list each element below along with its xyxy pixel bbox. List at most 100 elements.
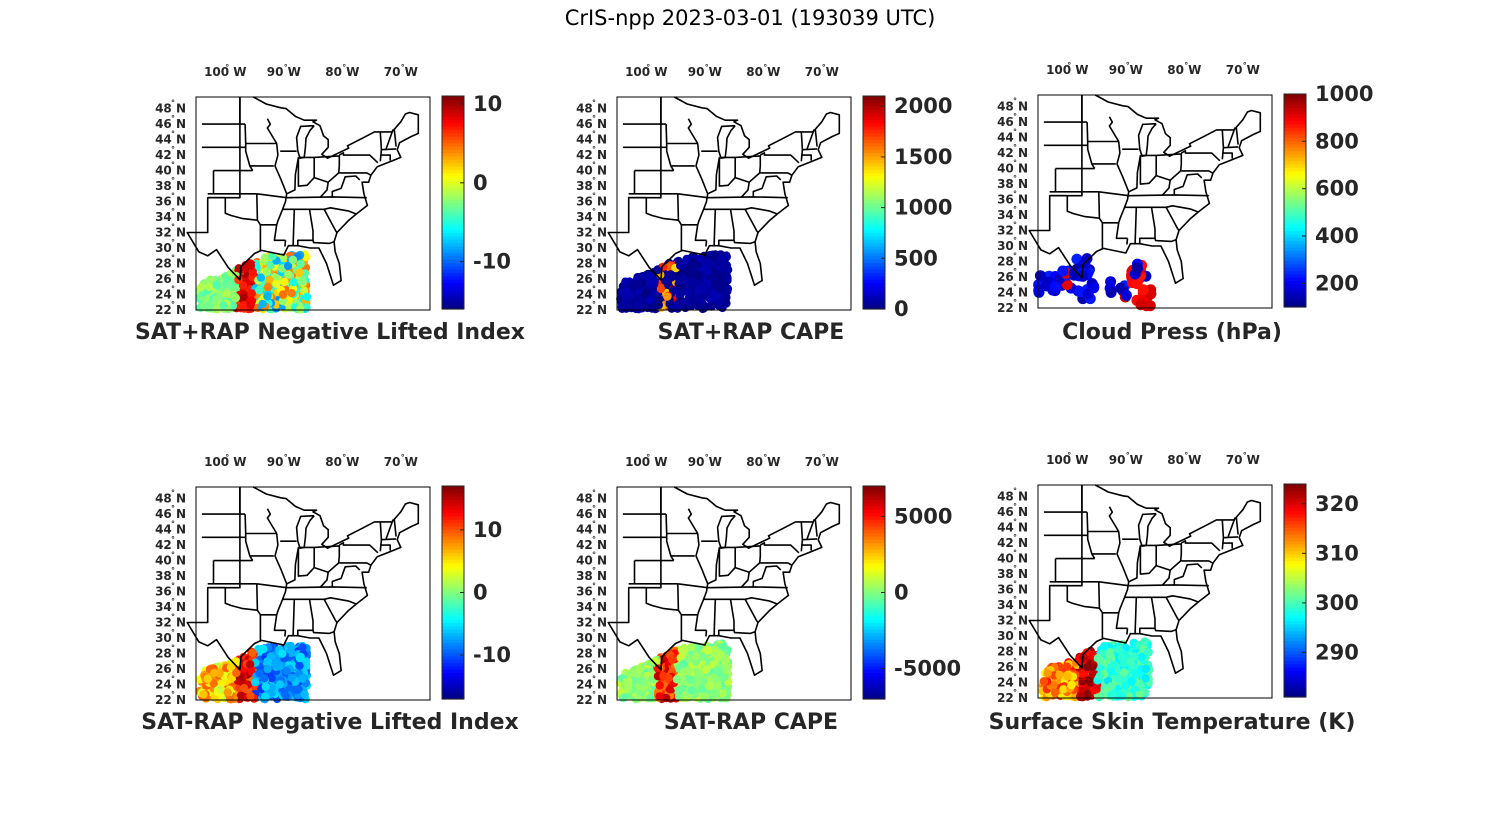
colorbar-segment: [863, 192, 885, 197]
colorbar-segment: [1284, 670, 1306, 675]
colorbar-segment: [1284, 693, 1306, 698]
lon-tick-degree: °: [225, 63, 229, 72]
colorbar-gradient: [863, 96, 885, 310]
lat-tick-degree: °: [592, 613, 596, 622]
state-border: [1180, 150, 1221, 162]
state-border: [1235, 127, 1239, 145]
lat-tick-label: 34 N: [997, 598, 1028, 612]
data-point: [261, 682, 270, 691]
colorbar-segment: [863, 189, 885, 194]
data-point: [655, 681, 664, 690]
state-border: [814, 129, 818, 147]
lat-tick-degree: °: [1013, 97, 1017, 106]
axes-frame: [1037, 94, 1273, 309]
state-border: [1115, 141, 1130, 240]
state-border: [339, 172, 372, 176]
colorbar-segment: [863, 209, 885, 214]
panel-title: Cloud Press (hPa): [1062, 320, 1282, 345]
lat-tick-degree: °: [592, 145, 596, 154]
data-point: [1118, 691, 1127, 701]
colorbar-segment: [863, 125, 885, 130]
colorbar-segment: [442, 279, 464, 283]
colorbar-segment: [442, 195, 464, 200]
colorbar-gradient: [442, 486, 464, 700]
colorbar: 10 0 -10: [441, 92, 511, 310]
state-border: [718, 157, 736, 187]
colorbar-segment: [442, 285, 464, 290]
lat-tick-label: 32 N: [997, 614, 1028, 628]
lat-tick-label: 26 N: [155, 272, 186, 286]
colorbar-segment: [863, 205, 885, 210]
lat-tick-degree: °: [1013, 533, 1017, 542]
data-point: [209, 679, 218, 688]
lat-tick-degree: °: [1013, 487, 1017, 496]
data-point: [1109, 660, 1119, 670]
state-border: [806, 519, 815, 540]
data-points: [616, 250, 733, 314]
data-point: [298, 643, 307, 652]
state-border: [760, 172, 793, 176]
lat-tick-label: 38 N: [576, 179, 607, 193]
state-border: [338, 152, 379, 164]
colorbar-segment: [863, 102, 885, 107]
lat-tick-label: 42 N: [576, 538, 607, 552]
data-point: [676, 276, 685, 285]
lat-tick-label: 40 N: [576, 554, 607, 568]
state-border: [665, 124, 675, 172]
lon-tick-degree: °: [342, 63, 346, 72]
colorbar-segment: [1284, 123, 1306, 128]
data-points: [1038, 637, 1154, 702]
colorbar-segment: [442, 489, 464, 494]
lat-tick-degree: °: [171, 300, 175, 309]
data-point: [1062, 662, 1072, 671]
lat-tick-label: 40 N: [155, 164, 186, 178]
data-point: [283, 261, 293, 271]
lat-tick-degree: °: [171, 582, 175, 591]
state-border: [741, 572, 750, 588]
lat-tick-label: 22 N: [997, 301, 1028, 315]
colorbar-segment: [1284, 230, 1306, 235]
lat-tick-label: 48 N: [576, 102, 607, 116]
lat-tick-degree: °: [1013, 221, 1017, 230]
colorbar-segment: [442, 486, 464, 490]
data-point: [1108, 690, 1117, 699]
data-point: [289, 278, 298, 287]
colorbar-segment: [442, 679, 464, 683]
data-points: [1033, 253, 1157, 312]
data-point: [699, 304, 708, 313]
colorbar-segment: [1284, 130, 1306, 135]
lat-tick-degree: °: [592, 675, 596, 684]
lat-tick-label: 34 N: [997, 208, 1028, 222]
colorbar-segment: [863, 135, 885, 140]
lon-tick-degree: °: [1184, 61, 1188, 70]
data-point: [684, 286, 693, 296]
data-point: [674, 686, 684, 695]
colorbar-gradient: [442, 96, 464, 310]
colorbar-segment: [1284, 233, 1306, 238]
colorbar-segment: [442, 569, 464, 574]
lat-tick-degree: °: [171, 520, 175, 529]
colorbar-frame: [441, 95, 465, 310]
data-point: [262, 267, 272, 276]
state-border: [266, 118, 278, 144]
colorbar-segment: [442, 119, 464, 124]
data-point: [239, 684, 249, 693]
state-border: [687, 118, 699, 144]
data-point: [1135, 690, 1145, 699]
state-border: [733, 630, 756, 635]
colorbar-segment: [442, 185, 464, 190]
colorbar-segment: [442, 565, 464, 570]
colorbar-segment: [863, 215, 885, 220]
colorbar-segment: [442, 512, 464, 517]
colorbar-tick-label: 10: [473, 92, 502, 116]
lat-tick-label: 38 N: [576, 569, 607, 583]
colorbar-segment: [863, 105, 885, 110]
lat-tick-degree: °: [171, 161, 175, 170]
state-border: [1162, 180, 1171, 196]
data-point: [294, 268, 304, 277]
data-point: [1043, 669, 1052, 678]
colorbar-segment: [863, 659, 885, 663]
colorbar-segment: [863, 115, 885, 120]
state-border: [713, 209, 717, 246]
colorbar-segment: [1284, 147, 1306, 152]
